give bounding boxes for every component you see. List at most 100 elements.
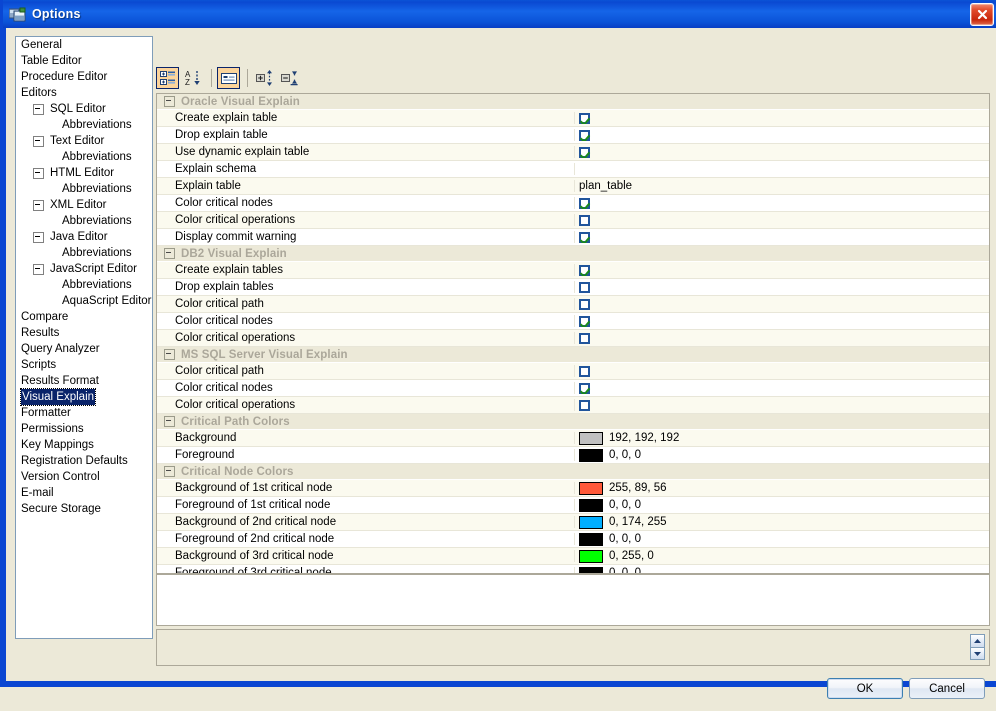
categorized-view-button[interactable]: [156, 67, 179, 89]
checkbox-checked-icon[interactable]: [579, 129, 590, 141]
category-collapse-icon[interactable]: [164, 349, 175, 360]
property-value[interactable]: [575, 399, 989, 411]
checkbox-unchecked-icon[interactable]: [579, 332, 590, 344]
checkbox-checked-icon[interactable]: [579, 231, 590, 243]
table-row[interactable]: Create explain tables: [157, 262, 989, 279]
tree-collapse-icon[interactable]: [33, 167, 44, 179]
color-swatch[interactable]: [579, 431, 603, 445]
sidebar-item-query-analyzer[interactable]: Query Analyzer: [16, 341, 152, 357]
sidebar-item-text-editor[interactable]: Text Editor: [16, 133, 152, 149]
table-row[interactable]: Color critical path: [157, 296, 989, 313]
category-header-db2-visual-explain[interactable]: DB2 Visual Explain: [157, 246, 989, 262]
category-header-critical-node-colors[interactable]: Critical Node Colors: [157, 464, 989, 480]
table-row[interactable]: Foreground of 3rd critical node 0, 0, 0: [157, 565, 989, 573]
property-value[interactable]: [575, 231, 989, 243]
sidebar-item-procedure-editor[interactable]: Procedure Editor: [16, 69, 152, 85]
table-row[interactable]: Color critical nodes: [157, 195, 989, 212]
table-row[interactable]: Use dynamic explain table: [157, 144, 989, 161]
close-icon[interactable]: [970, 3, 994, 26]
category-header-critical-path-colors[interactable]: Critical Path Colors: [157, 414, 989, 430]
property-value[interactable]: 0, 0, 0: [575, 448, 989, 462]
property-value[interactable]: [575, 197, 989, 209]
color-swatch[interactable]: [579, 448, 603, 462]
tree-collapse-icon[interactable]: [33, 263, 44, 275]
sidebar-item-scripts[interactable]: Scripts: [16, 357, 152, 373]
checkbox-unchecked-icon[interactable]: [579, 298, 590, 310]
table-row[interactable]: Background of 1st critical node 255, 89, …: [157, 480, 989, 497]
sidebar-item-permissions[interactable]: Permissions: [16, 421, 152, 437]
color-swatch[interactable]: [579, 532, 603, 546]
sidebar-item-html-editor[interactable]: HTML Editor: [16, 165, 152, 181]
property-value[interactable]: [575, 214, 989, 226]
sidebar-item-aquascript-editor[interactable]: AquaScript Editor: [16, 293, 152, 309]
table-row[interactable]: Display commit warning: [157, 229, 989, 246]
sidebar-item-xml-editor[interactable]: XML Editor: [16, 197, 152, 213]
sidebar-item-general[interactable]: General: [16, 37, 152, 53]
property-value[interactable]: 0, 174, 255: [575, 515, 989, 529]
tree-collapse-icon[interactable]: [33, 231, 44, 243]
property-value[interactable]: [575, 264, 989, 276]
category-collapse-icon[interactable]: [164, 96, 175, 107]
category-header-ms-sql-server-visual-explain[interactable]: MS SQL Server Visual Explain: [157, 347, 989, 363]
cancel-button[interactable]: Cancel: [909, 678, 985, 699]
sidebar-item-compare[interactable]: Compare: [16, 309, 152, 325]
sidebar-item-table-editor[interactable]: Table Editor: [16, 53, 152, 69]
sidebar-item-key-mappings[interactable]: Key Mappings: [16, 437, 152, 453]
expand-all-button[interactable]: [253, 67, 276, 89]
property-value[interactable]: [575, 298, 989, 310]
color-swatch[interactable]: [579, 549, 603, 563]
sidebar-item-results[interactable]: Results: [16, 325, 152, 341]
category-collapse-icon[interactable]: [164, 466, 175, 477]
table-row[interactable]: Foreground of 2nd critical node 0, 0, 0: [157, 531, 989, 548]
color-swatch[interactable]: [579, 481, 603, 495]
tree-collapse-icon[interactable]: [33, 199, 44, 211]
property-pages-button[interactable]: [217, 67, 240, 89]
table-row[interactable]: Explain table plan_table: [157, 178, 989, 195]
color-swatch[interactable]: [579, 566, 603, 573]
property-value[interactable]: 0, 0, 0: [575, 566, 989, 573]
table-row[interactable]: Drop explain table: [157, 127, 989, 144]
checkbox-checked-icon[interactable]: [579, 382, 590, 394]
property-value[interactable]: 192, 192, 192: [575, 431, 989, 445]
table-row[interactable]: Color critical operations: [157, 212, 989, 229]
sidebar-item-secure-storage[interactable]: Secure Storage: [16, 501, 152, 517]
table-row[interactable]: Background 192, 192, 192: [157, 430, 989, 447]
color-swatch[interactable]: [579, 515, 603, 529]
sidebar-item-version-control[interactable]: Version Control: [16, 469, 152, 485]
sidebar-item-sql-editor[interactable]: SQL Editor: [16, 101, 152, 117]
checkbox-unchecked-icon[interactable]: [579, 281, 590, 293]
sidebar-item-abbreviations[interactable]: Abbreviations: [16, 245, 152, 261]
sidebar-item-abbreviations[interactable]: Abbreviations: [16, 181, 152, 197]
sidebar-item-abbreviations[interactable]: Abbreviations: [16, 213, 152, 229]
category-collapse-icon[interactable]: [164, 416, 175, 427]
sidebar-item-abbreviations[interactable]: Abbreviations: [16, 117, 152, 133]
category-header-oracle-visual-explain[interactable]: Oracle Visual Explain: [157, 94, 989, 110]
property-value[interactable]: [575, 382, 989, 394]
table-row[interactable]: Color critical nodes: [157, 313, 989, 330]
property-value[interactable]: [575, 332, 989, 344]
sidebar-item-visual-explain[interactable]: Visual Explain: [16, 388, 152, 406]
sidebar-item-java-editor[interactable]: Java Editor: [16, 229, 152, 245]
checkbox-checked-icon[interactable]: [579, 197, 590, 209]
property-value[interactable]: [575, 146, 989, 158]
tree-collapse-icon[interactable]: [33, 103, 44, 115]
collapse-all-button[interactable]: [278, 67, 301, 89]
property-value[interactable]: [575, 281, 989, 293]
sidebar-item-e-mail[interactable]: E-mail: [16, 485, 152, 501]
checkbox-checked-icon[interactable]: [579, 264, 590, 276]
sidebar-item-abbreviations[interactable]: Abbreviations: [16, 149, 152, 165]
table-row[interactable]: Color critical operations: [157, 330, 989, 347]
stepper-down-icon[interactable]: [970, 647, 985, 660]
table-row[interactable]: Color critical path: [157, 363, 989, 380]
category-collapse-icon[interactable]: [164, 248, 175, 259]
ok-button[interactable]: OK: [827, 678, 903, 699]
table-row[interactable]: Color critical nodes: [157, 380, 989, 397]
color-swatch[interactable]: [579, 498, 603, 512]
stepper-up-icon[interactable]: [970, 634, 985, 647]
checkbox-checked-icon[interactable]: [579, 315, 590, 327]
checkbox-unchecked-icon[interactable]: [579, 214, 590, 226]
checkbox-unchecked-icon[interactable]: [579, 399, 590, 411]
property-value[interactable]: 0, 0, 0: [575, 498, 989, 512]
checkbox-checked-icon[interactable]: [579, 146, 590, 158]
property-value[interactable]: [575, 112, 989, 124]
